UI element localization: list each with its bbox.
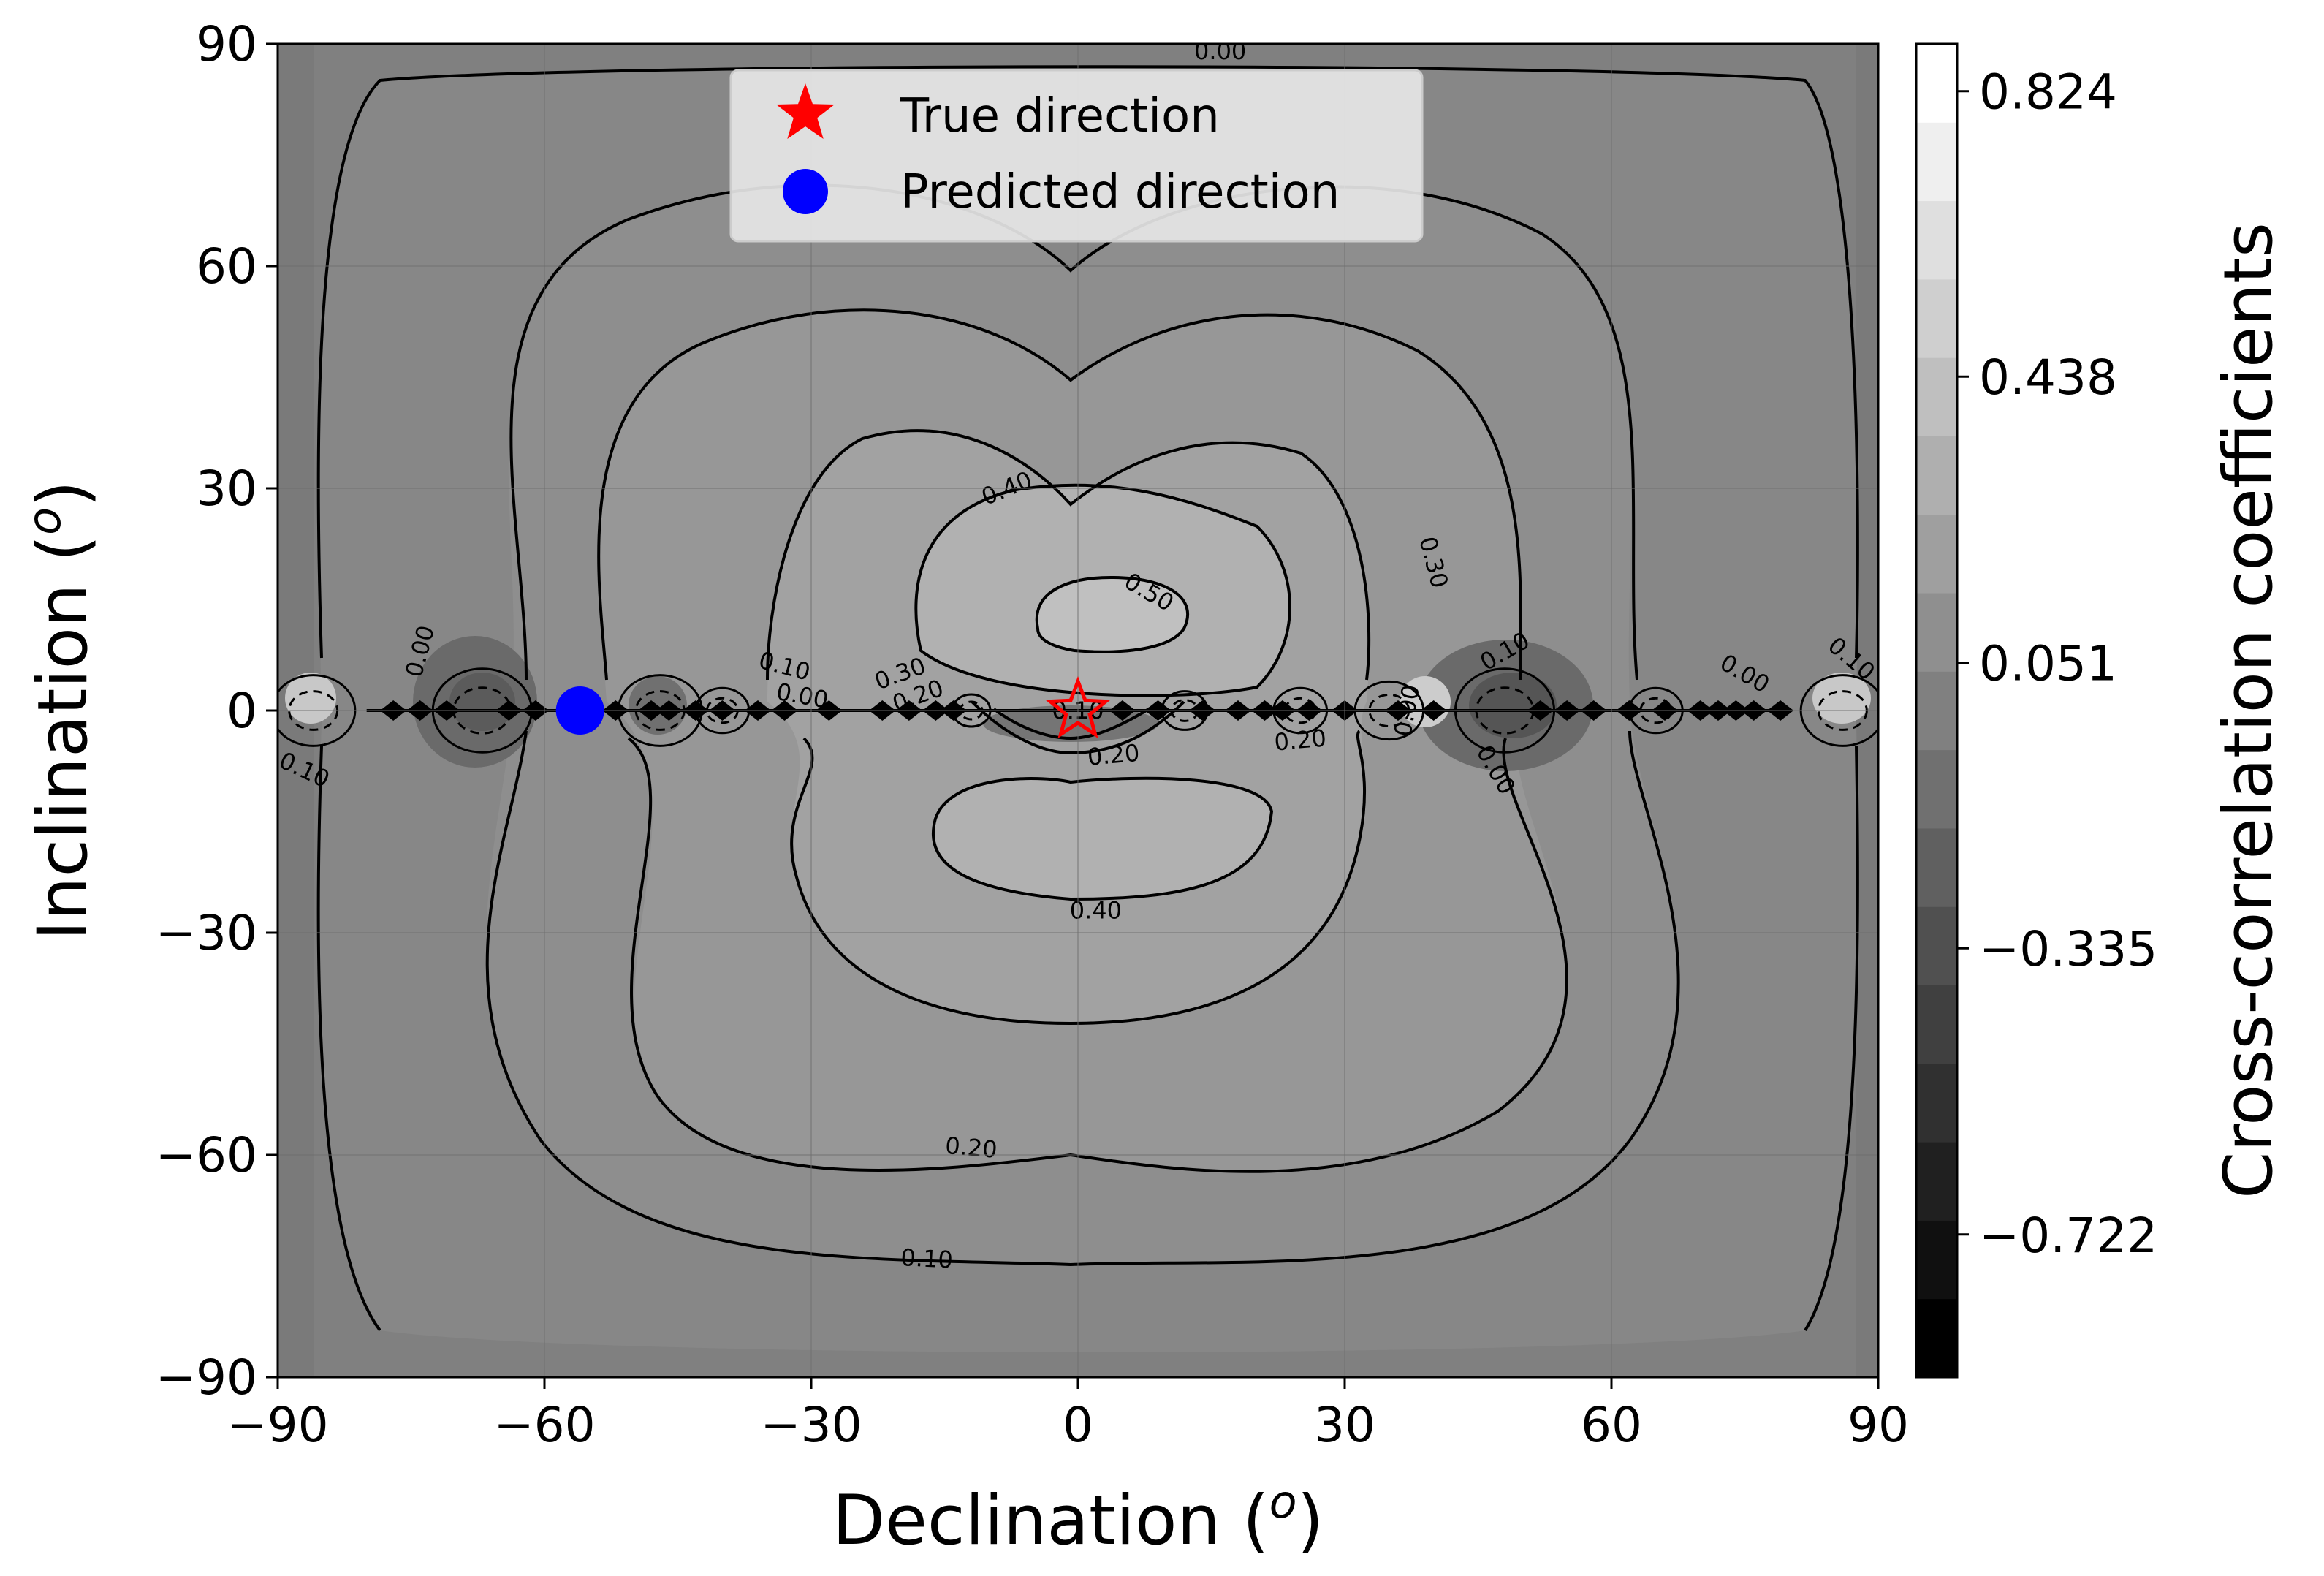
x-tick-label-5: 60 [1581, 1397, 1642, 1453]
colorbar-band-6 [1916, 827, 1957, 907]
colorbar-tick-label-0: 0.824 [1979, 64, 2117, 121]
contour-lines [316, 65, 1859, 1332]
legend: True direction Predicted direction [729, 69, 1424, 243]
legend-star-icon [776, 83, 835, 139]
region-0.4-lower [933, 778, 1272, 899]
colorbar-band-0 [1916, 1298, 1957, 1378]
data-markers [555, 675, 1111, 739]
y-axis-title: Inclination (o) [18, 480, 103, 941]
contour-0.10-upper [509, 183, 1638, 681]
predicted-direction-marker [555, 686, 604, 735]
colorbar-band-10 [1916, 514, 1957, 594]
x-tick-label-0: −90 [227, 1397, 328, 1453]
colorbar-tick-label-1: 0.438 [1979, 349, 2117, 406]
contour-label-5: 0.20 [944, 1132, 998, 1164]
colorbar: 0.824 0.438 0.051 −0.335 −0.722 Cross-correl… [1915, 42, 2287, 1379]
contour-label-6: 0.10 [900, 1243, 954, 1274]
y-tick-label-5: 60 [196, 238, 257, 295]
x-axis-degree-superscript: o [1269, 1475, 1297, 1528]
region-0.5 [1036, 577, 1188, 652]
colorbar-tick-label-3: −0.335 [1979, 921, 2157, 977]
contour-0.00-right-edge [1804, 745, 1859, 1332]
x-tick-label-2: −30 [760, 1397, 862, 1453]
pocket-left-darker [449, 673, 515, 731]
colorbar-band-14 [1916, 200, 1957, 280]
y-axis: −90 −60 −30 0 30 60 90 [156, 16, 278, 1406]
contour-0.40-upper [914, 483, 1291, 697]
colorbar-tick-label-2: 0.051 [1979, 636, 2117, 692]
colorbar-band-3 [1916, 1063, 1957, 1143]
y-tick-label-3: 0 [227, 683, 257, 739]
x-tick-label-3: 0 [1063, 1397, 1093, 1453]
y-tick-label-1: −60 [156, 1127, 257, 1183]
contour-0.10-lower [485, 730, 1680, 1267]
plot-area: 0.000.300.400.500.400.200.100.20 0.200.00… [278, 37, 1878, 1377]
colorbar-title: Cross-correlation coefficients [2209, 222, 2287, 1199]
x-axis-title: Declination (o) [832, 1475, 1324, 1561]
contour-label-7: 0.20 [1087, 739, 1141, 771]
x-tick-label-6: 90 [1848, 1397, 1909, 1453]
colorbar-band-4 [1916, 985, 1957, 1064]
contour-0.30-upper [766, 429, 1371, 681]
contour-0.50 [1035, 575, 1189, 653]
y-tick-label-4: 30 [196, 461, 257, 517]
x-axis: −90 −60 −30 0 30 60 90 [227, 1377, 1909, 1453]
colorbar-band-1 [1916, 1220, 1957, 1300]
colorbar-band-16 [1916, 44, 1957, 123]
colorbar-ticks: 0.824 0.438 0.051 −0.335 −0.722 [1957, 64, 2157, 1264]
contour-label-8: 0.20 [1273, 724, 1327, 757]
colorbar-band-5 [1916, 906, 1957, 986]
legend-circle-icon [783, 169, 828, 214]
colorbar-band-15 [1916, 122, 1957, 202]
y-tick-label-6: 90 [196, 16, 257, 72]
grid-lines [278, 44, 1878, 1377]
colorbar-frame [1915, 42, 1959, 1379]
colorbar-band-8 [1916, 671, 1957, 751]
contour-0.20-upper [597, 308, 1522, 681]
contour-0.30-lower [790, 730, 1366, 1026]
contour-label-0: 0.00 [1194, 37, 1246, 65]
colorbar-band-13 [1916, 279, 1957, 358]
contour-0.00-left-edge [316, 745, 381, 1332]
true-direction-marker [1045, 675, 1111, 739]
contour-0.40-lower [932, 776, 1274, 901]
colorbar-band-12 [1916, 357, 1957, 436]
y-tick-label-0: −90 [156, 1349, 257, 1406]
contour-0.00-outer [316, 65, 1859, 659]
legend-label-true-direction: True direction [900, 89, 1220, 143]
x-tick-label-4: 30 [1314, 1397, 1375, 1453]
legend-box [729, 69, 1424, 243]
y-tick-label-2: −30 [156, 905, 257, 961]
contour-0.10-center-band [992, 704, 1156, 740]
colorbar-tick-label-4: −0.722 [1979, 1208, 2157, 1264]
x-tick-label-1: −60 [493, 1397, 595, 1453]
colorbar-band-7 [1916, 749, 1957, 829]
y-axis-degree-superscript: o [18, 507, 71, 535]
contour-0.20-center-band [971, 700, 1185, 755]
pocket-right-darker [1469, 673, 1557, 738]
colorbar-bands [1916, 44, 1957, 1378]
colorbar-band-11 [1916, 436, 1957, 515]
colorbar-band-9 [1916, 593, 1957, 672]
legend-label-predicted-direction: Predicted direction [900, 165, 1340, 219]
colorbar-band-2 [1916, 1142, 1957, 1221]
